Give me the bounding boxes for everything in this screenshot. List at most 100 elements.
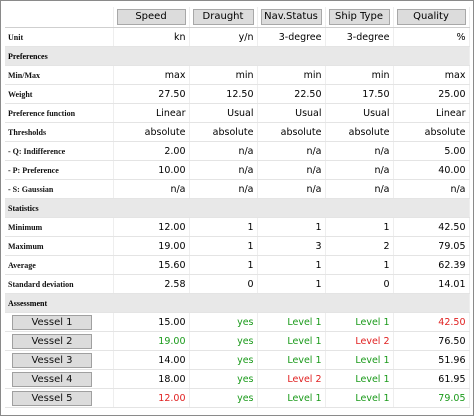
- row-label: Maximum: [5, 236, 114, 256]
- row-label: - Q: Indifference: [5, 141, 114, 161]
- table-row: - P: Preference 10.00 n/a n/a n/a 40.00: [5, 160, 470, 180]
- table-body: Speed Draught Nav.Status Ship Type Quality Un…: [5, 7, 470, 408]
- value-cell: 0: [325, 274, 394, 294]
- row-label: Vessel 3: [5, 350, 114, 370]
- value-cell: 79.05: [393, 388, 470, 408]
- value-cell: 12.00: [113, 388, 190, 408]
- column-button[interactable]: Speed: [116, 9, 186, 25]
- value-cell: Usual: [325, 103, 394, 123]
- value-cell: Linear: [393, 103, 470, 123]
- value-cell: 2.00: [113, 141, 190, 161]
- value-cell: Level 1: [257, 388, 326, 408]
- value-cell: 3: [257, 236, 326, 256]
- row-label: Weight: [5, 84, 114, 104]
- value-cell: n/a: [113, 179, 190, 199]
- row-label: Vessel 4: [5, 369, 114, 389]
- value-cell: min: [189, 65, 258, 85]
- value-cell: 62.39: [393, 255, 470, 275]
- value-cell: 10.00: [113, 160, 190, 180]
- value-cell: Level 1: [325, 388, 394, 408]
- value-cell: 51.96: [393, 350, 470, 370]
- value-cell: 19.00: [113, 236, 190, 256]
- table-row: - S: Gaussian n/a n/a n/a n/a n/a: [5, 179, 470, 199]
- value-cell: absolute: [257, 122, 326, 142]
- value-cell: Level 1: [257, 331, 326, 351]
- value-cell: Level 1: [325, 369, 394, 389]
- value-cell: n/a: [257, 160, 326, 180]
- value-cell: 2: [325, 236, 394, 256]
- header-cell: Speed: [113, 7, 190, 28]
- value-cell: %: [393, 27, 470, 47]
- value-cell: n/a: [325, 141, 394, 161]
- value-cell: Level 1: [257, 350, 326, 370]
- value-cell: kn: [113, 27, 190, 47]
- row-label: - S: Gaussian: [5, 179, 114, 199]
- value-cell: n/a: [189, 179, 258, 199]
- value-cell: 1: [325, 217, 394, 237]
- table-row: Vessel 4 18.00 yes Level 2 Level 1 61.95: [5, 369, 470, 389]
- table-row: Vessel 1 15.00 yes Level 1 Level 1 42.50: [5, 312, 470, 332]
- header-cell: Nav.Status: [257, 7, 326, 28]
- value-cell: n/a: [325, 179, 394, 199]
- column-button[interactable]: Draught: [192, 9, 254, 25]
- column-button[interactable]: Quality: [396, 9, 466, 25]
- value-cell: 40.00: [393, 160, 470, 180]
- value-cell: Level 2: [325, 331, 394, 351]
- table-row: Maximum 19.00 1 3 2 79.05: [5, 236, 470, 256]
- value-cell: 0: [189, 274, 258, 294]
- value-cell: 12.00: [113, 217, 190, 237]
- value-cell: 2.58: [113, 274, 190, 294]
- table-row: Min/Max max min min min max: [5, 65, 470, 85]
- value-cell: Level 1: [325, 312, 394, 332]
- value-cell: 14.01: [393, 274, 470, 294]
- row-label: Min/Max: [5, 65, 114, 85]
- table-row: Vessel 3 14.00 yes Level 1 Level 1 51.96: [5, 350, 470, 370]
- vessel-button[interactable]: Vessel 1: [12, 314, 92, 330]
- header-cell: Ship Type: [325, 7, 394, 28]
- header-cell: Draught: [189, 7, 258, 28]
- value-cell: yes: [189, 369, 258, 389]
- value-cell: 1: [189, 236, 258, 256]
- value-cell: min: [325, 65, 394, 85]
- row-label: Standard deviation: [5, 274, 114, 294]
- vessel-button[interactable]: Vessel 3: [12, 352, 92, 368]
- value-cell: 1: [257, 217, 326, 237]
- table-row: Thresholds absolute absolute absolute absolu…: [5, 122, 470, 142]
- value-cell: 42.50: [393, 312, 470, 332]
- table-row: Vessel 2 19.00 yes Level 1 Level 2 76.50: [5, 331, 470, 351]
- table-row: Statistics: [5, 198, 470, 218]
- value-cell: n/a: [325, 160, 394, 180]
- value-cell: n/a: [393, 179, 470, 199]
- section-header: Statistics: [5, 198, 470, 218]
- value-cell: y/n: [189, 27, 258, 47]
- value-cell: Level 1: [257, 312, 326, 332]
- table-row: Standard deviation 2.58 0 1 0 14.01: [5, 274, 470, 294]
- value-cell: 3-degree: [325, 27, 394, 47]
- vessel-button[interactable]: Vessel 4: [12, 371, 92, 387]
- table-row: Average 15.60 1 1 1 62.39: [5, 255, 470, 275]
- column-button[interactable]: Nav.Status: [260, 9, 322, 25]
- value-cell: n/a: [257, 179, 326, 199]
- value-cell: 22.50: [257, 84, 326, 104]
- table-row: Unit kn y/n 3-degree 3-degree%: [5, 27, 470, 47]
- row-label: Thresholds: [5, 122, 114, 142]
- table-row: - Q: Indifference 2.00 n/a n/a n/a 5.00: [5, 141, 470, 161]
- value-cell: Level 1: [325, 350, 394, 370]
- value-cell: 17.50: [325, 84, 394, 104]
- value-cell: 14.00: [113, 350, 190, 370]
- row-label: Unit: [5, 27, 114, 47]
- value-cell: max: [113, 65, 190, 85]
- value-cell: n/a: [189, 160, 258, 180]
- column-button[interactable]: Ship Type: [328, 9, 390, 25]
- vessel-button[interactable]: Vessel 5: [12, 390, 92, 406]
- value-cell: 1: [325, 255, 394, 275]
- value-cell: 3-degree: [257, 27, 326, 47]
- row-label: Minimum: [5, 217, 114, 237]
- value-cell: Linear: [113, 103, 190, 123]
- section-header: Preferences: [5, 46, 470, 66]
- value-cell: yes: [189, 350, 258, 370]
- value-cell: 19.00: [113, 331, 190, 351]
- vessel-button[interactable]: Vessel 2: [12, 333, 92, 349]
- value-cell: absolute: [393, 122, 470, 142]
